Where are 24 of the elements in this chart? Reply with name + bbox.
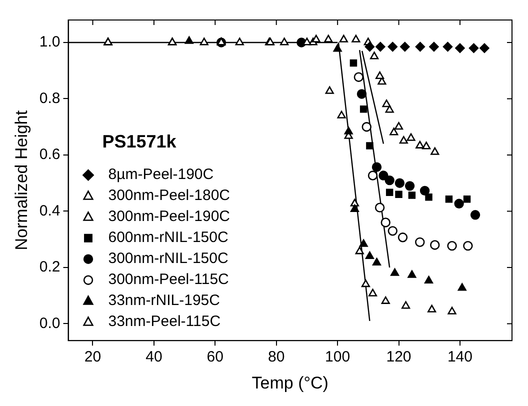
y-tick-label: 0.2	[39, 258, 60, 276]
legend-label: 8µm-Peel-190C	[108, 166, 214, 184]
annotation: PS1571k	[102, 132, 178, 152]
legend-label: 300nm-Peel-180C	[108, 187, 230, 204]
legend-label: 300nm-rNIL-150C	[108, 250, 228, 268]
x-tick-label: 40	[146, 348, 162, 366]
y-tick-label: 0.8	[39, 90, 60, 107]
x-tick-label: 80	[268, 348, 285, 366]
y-tick-label: 0.4	[39, 202, 60, 220]
y-tick-label: 0.6	[39, 146, 60, 164]
x-tick-label: 140	[447, 348, 472, 366]
x-axis-title: Temp (°C)	[252, 373, 328, 392]
legend-label: 300nm-Peel-115C	[108, 271, 230, 288]
x-tick-label: 20	[84, 348, 102, 366]
legend-label: 33nm-Peel-115C	[108, 313, 221, 330]
legend-label: 33nm-rNIL-195C	[108, 292, 220, 310]
legend-label: 600nm-rNIL-150C	[108, 229, 228, 246]
y-tick-label: 0.0	[39, 314, 60, 332]
y-tick-label: 1.0	[39, 34, 60, 51]
x-tick-label: 100	[325, 348, 350, 366]
x-tick-label: 60	[206, 348, 224, 366]
y-axis-title: Normalized Height	[12, 110, 31, 250]
legend-label: 300nm-Peel-190C	[108, 208, 230, 226]
x-tick-label: 120	[386, 348, 412, 366]
